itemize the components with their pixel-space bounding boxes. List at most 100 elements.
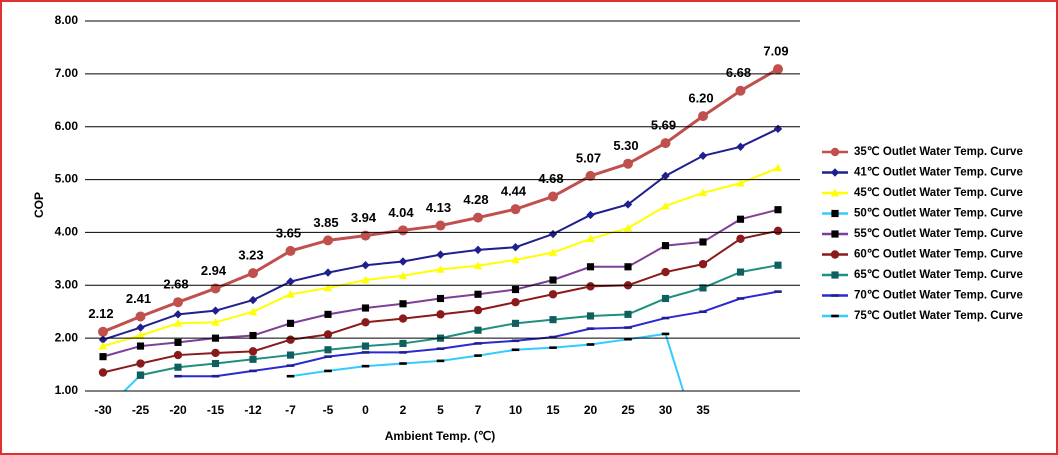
y-tick-label: 4.00 <box>55 225 79 239</box>
point <box>698 188 708 197</box>
legend-marker <box>831 271 839 279</box>
legend-label: 35℃ Outlet Water Temp. Curve <box>854 145 1023 158</box>
point <box>549 316 557 324</box>
data-label: 3.65 <box>276 225 301 240</box>
point <box>436 347 445 351</box>
point <box>624 337 632 341</box>
point <box>323 330 333 339</box>
data-label: 2.68 <box>163 277 188 292</box>
legend-marker <box>831 209 839 218</box>
point <box>211 306 220 315</box>
point <box>736 297 745 300</box>
point <box>436 250 445 259</box>
y-tick-label: 8.00 <box>55 13 79 27</box>
point <box>323 283 333 292</box>
point <box>98 368 108 377</box>
point <box>248 347 258 356</box>
point <box>549 335 557 339</box>
data-label: 4.13 <box>426 200 451 215</box>
point <box>399 351 407 354</box>
x-tick-label: 2 <box>400 403 407 417</box>
point <box>549 346 557 349</box>
point <box>98 335 108 344</box>
y-tick-label: 2.00 <box>55 330 79 344</box>
point <box>661 294 670 303</box>
x-tick-label: -20 <box>169 403 187 417</box>
legend-label: 60℃ Outlet Water Temp. Curve <box>854 248 1023 261</box>
point <box>661 332 670 336</box>
point <box>136 342 145 350</box>
data-label: 4.04 <box>388 205 414 220</box>
point <box>773 226 783 236</box>
point <box>510 204 521 215</box>
point <box>398 257 408 266</box>
point <box>661 316 670 320</box>
point <box>174 338 182 346</box>
point <box>736 142 745 151</box>
data-label: 7.09 <box>763 44 788 59</box>
data-label: 3.94 <box>351 210 377 225</box>
point <box>323 235 333 246</box>
point <box>623 158 633 169</box>
point <box>286 364 295 367</box>
point <box>623 224 633 232</box>
x-tick-label: -30 <box>94 403 112 417</box>
point <box>624 310 632 318</box>
data-label: 5.07 <box>576 150 601 165</box>
legend-marker <box>830 168 840 177</box>
point <box>248 268 258 279</box>
point <box>211 348 220 358</box>
point <box>736 234 745 243</box>
legend-label: 70℃ Outlet Water Temp. Curve <box>854 289 1023 302</box>
point <box>586 312 595 320</box>
data-label: 4.44 <box>501 184 527 199</box>
point <box>286 351 295 359</box>
point <box>624 263 632 271</box>
point <box>511 255 520 264</box>
point <box>399 339 407 347</box>
point <box>361 261 370 270</box>
legend-label: 50℃ Outlet Water Temp. Curve <box>854 207 1023 220</box>
point <box>699 284 707 292</box>
point <box>173 319 183 327</box>
point <box>511 298 520 307</box>
series-line <box>140 264 779 377</box>
point <box>174 363 182 371</box>
point <box>398 314 408 323</box>
point <box>661 201 670 210</box>
x-tick-label: -15 <box>207 403 225 417</box>
point <box>361 342 370 350</box>
point <box>586 282 595 291</box>
legend-label: 45℃ Outlet Water Temp. Curve <box>854 186 1023 199</box>
point <box>548 248 558 256</box>
point <box>136 371 145 379</box>
point <box>773 64 783 75</box>
point <box>249 369 257 373</box>
point <box>699 310 707 314</box>
point <box>698 259 708 269</box>
point <box>361 364 370 368</box>
point <box>99 353 107 361</box>
data-label: 4.68 <box>538 171 563 186</box>
point <box>211 374 220 378</box>
point <box>511 243 520 252</box>
point <box>249 331 257 340</box>
point <box>735 85 746 96</box>
legend-label: 65℃ Outlet Water Temp. Curve <box>854 268 1023 281</box>
data-label: 6.20 <box>688 91 713 106</box>
point <box>473 261 483 270</box>
point <box>473 245 483 255</box>
point <box>398 225 408 236</box>
x-tick-label: -12 <box>244 403 262 417</box>
legend-label: 41℃ Outlet Water Temp. Curve <box>854 166 1023 179</box>
series-line <box>123 374 142 391</box>
x-tick-label: 15 <box>546 403 560 417</box>
point <box>98 326 108 337</box>
legend-label: 75℃ Outlet Water Temp. Curve <box>854 309 1023 322</box>
point <box>399 300 407 308</box>
point <box>174 374 182 378</box>
point <box>210 283 221 294</box>
